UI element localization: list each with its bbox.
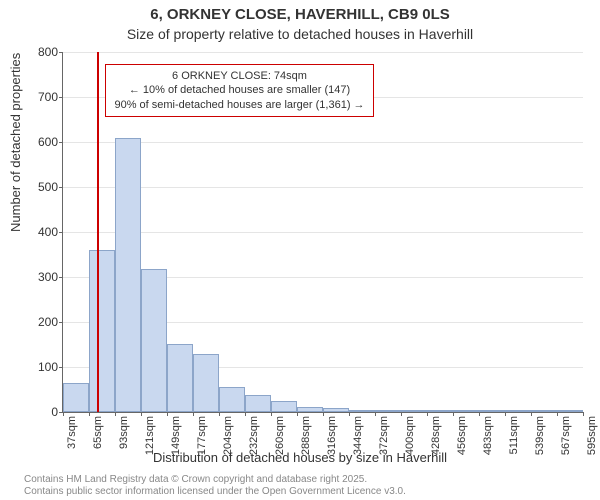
- y-tick-label: 0: [18, 405, 58, 419]
- x-tick-label: 65sqm: [92, 416, 104, 466]
- gridline: [63, 142, 583, 143]
- x-tick-label: 204sqm: [222, 416, 234, 466]
- gridline: [63, 187, 583, 188]
- histogram-bar: [193, 354, 219, 412]
- histogram-bar: [271, 401, 297, 412]
- histogram-bar: [505, 410, 531, 412]
- y-tick-label: 300: [18, 270, 58, 284]
- histogram-bar: [375, 410, 401, 412]
- callout-box: 6 ORKNEY CLOSE: 74sqm← 10% of detached h…: [105, 64, 373, 117]
- x-tick-label: 37sqm: [66, 416, 78, 466]
- histogram-bar: [141, 269, 167, 412]
- x-tick-label: 177sqm: [196, 416, 208, 466]
- attribution-footer: Contains HM Land Registry data © Crown c…: [24, 474, 406, 498]
- x-tick-label: 567sqm: [560, 416, 572, 466]
- histogram-bar: [63, 383, 89, 412]
- callout-line: 90% of semi-detached houses are larger (…: [114, 98, 364, 112]
- y-tick-label: 200: [18, 315, 58, 329]
- gridline: [63, 52, 583, 53]
- x-tick-label: 121sqm: [144, 416, 156, 466]
- y-tick-label: 800: [18, 45, 58, 59]
- chart-subtitle: Size of property relative to detached ho…: [0, 26, 600, 42]
- y-tick-label: 600: [18, 135, 58, 149]
- histogram-bar: [453, 410, 479, 412]
- histogram-bar: [115, 138, 141, 412]
- histogram-bar: [427, 410, 453, 412]
- x-tick-label: 260sqm: [274, 416, 286, 466]
- x-tick-label: 483sqm: [482, 416, 494, 466]
- x-tick-label: 456sqm: [456, 416, 468, 466]
- footer-line-2: Contains public sector information licen…: [24, 486, 406, 498]
- histogram-bar: [219, 387, 245, 412]
- histogram-bar: [89, 250, 115, 412]
- histogram-bar: [479, 410, 505, 412]
- gridline: [63, 232, 583, 233]
- x-tick-label: 316sqm: [326, 416, 338, 466]
- x-tick-label: 400sqm: [404, 416, 416, 466]
- x-tick-label: 539sqm: [534, 416, 546, 466]
- x-tick-label: 595sqm: [586, 416, 598, 466]
- x-tick-label: 149sqm: [170, 416, 182, 466]
- histogram-bar: [167, 344, 193, 412]
- x-tick-label: 511sqm: [508, 416, 520, 466]
- x-tick-label: 93sqm: [118, 416, 130, 466]
- y-tick-label: 400: [18, 225, 58, 239]
- histogram-bar: [557, 410, 583, 412]
- y-tick-label: 100: [18, 360, 58, 374]
- histogram-bar: [297, 407, 323, 412]
- footer-line-1: Contains HM Land Registry data © Crown c…: [24, 474, 406, 486]
- x-tick-label: 288sqm: [300, 416, 312, 466]
- chart-title: 6, ORKNEY CLOSE, HAVERHILL, CB9 0LS: [0, 6, 600, 23]
- y-tick-label: 500: [18, 180, 58, 194]
- property-size-chart: 6, ORKNEY CLOSE, HAVERHILL, CB9 0LS Size…: [0, 0, 600, 500]
- callout-line: ← 10% of detached houses are smaller (14…: [114, 83, 364, 97]
- histogram-bar: [245, 395, 271, 412]
- histogram-bar: [401, 410, 427, 412]
- histogram-bar: [323, 408, 349, 413]
- x-tick-label: 232sqm: [248, 416, 260, 466]
- histogram-bar: [349, 410, 375, 412]
- x-tick-label: 428sqm: [430, 416, 442, 466]
- x-tick-label: 344sqm: [352, 416, 364, 466]
- property-marker-line: [97, 52, 99, 412]
- x-tick-label: 372sqm: [378, 416, 390, 466]
- plot-area: 6 ORKNEY CLOSE: 74sqm← 10% of detached h…: [62, 52, 583, 413]
- callout-line: 6 ORKNEY CLOSE: 74sqm: [114, 69, 364, 83]
- y-tick-label: 700: [18, 90, 58, 104]
- histogram-bar: [531, 410, 557, 412]
